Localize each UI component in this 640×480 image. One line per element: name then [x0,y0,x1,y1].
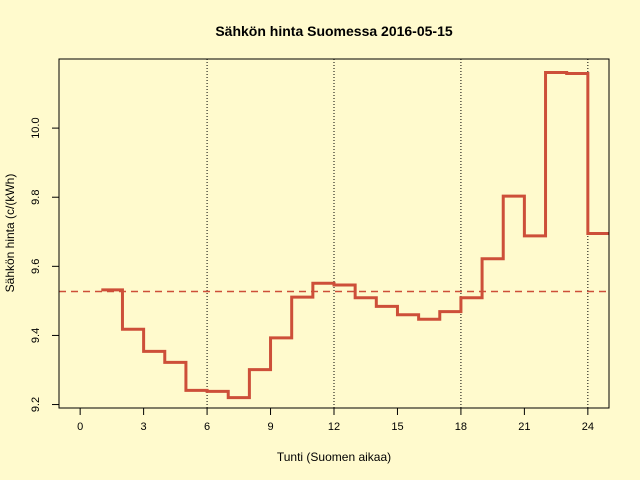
x-axis-label: Tunti (Suomen aikaa) [277,450,391,464]
series-group [101,70,609,400]
x-tick-label-0: 0 [77,421,83,433]
y-tick-label-2: 9.6 [30,259,42,274]
x-tick-label-15: 15 [391,421,403,433]
y-tick-label-3: 9.8 [30,190,42,205]
x-tick-label-18: 18 [455,421,467,433]
y-tick-label-1: 9.4 [30,328,42,343]
x-tick-label-9: 9 [267,421,273,433]
y-tick-label-4: 10.0 [30,117,42,138]
y-tick-label-0: 9.2 [30,397,42,412]
x-tick-label-21: 21 [518,421,530,433]
plot-frame [58,58,610,409]
x-tick-label-12: 12 [328,421,340,433]
x-tick-label-6: 6 [204,421,210,433]
x-tick-label-3: 3 [141,421,147,433]
series-line [101,70,609,400]
x-tick-label-24: 24 [582,421,594,433]
y-axis-label: Sähkön hinta (c/(kWh) [3,174,17,293]
chart-title: Sähkön hinta Suomessa 2016-05-15 [215,23,453,39]
